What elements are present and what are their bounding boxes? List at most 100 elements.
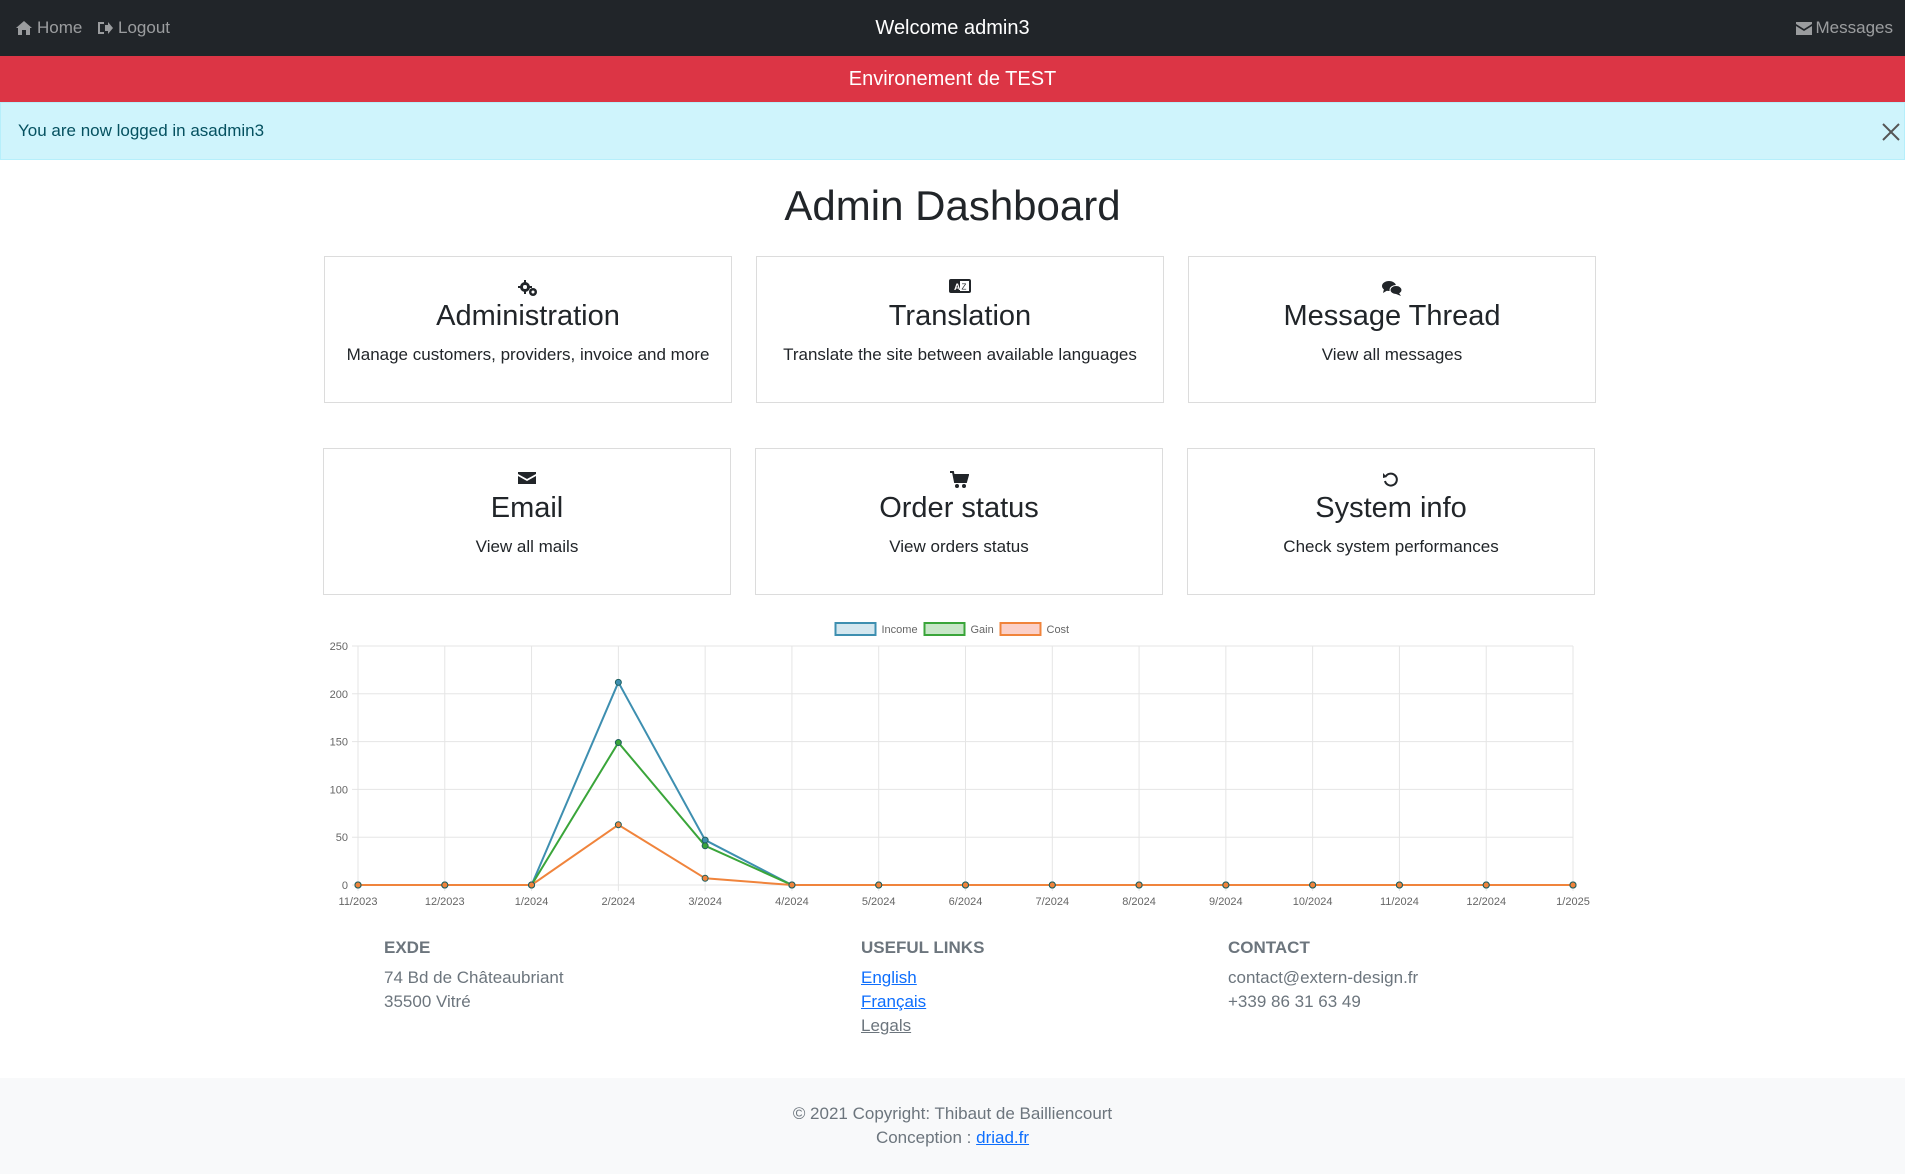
data-point-income: [614, 678, 622, 686]
footer-link-english[interactable]: English: [861, 968, 917, 987]
x-tick-label: 1/2025: [1556, 896, 1590, 908]
environment-banner: Environement de TEST: [0, 56, 1905, 102]
gears-icon: [325, 279, 731, 297]
x-tick-label: 4/2024: [775, 896, 809, 908]
footer-useful-links: USEFUL LINKS English Français Legals: [861, 936, 984, 1038]
nav-messages-label: Messages: [1815, 18, 1893, 37]
x-tick-label: 10/2024: [1293, 896, 1333, 908]
card-title: Order status: [879, 492, 1039, 524]
envelope-icon: [324, 471, 730, 489]
line-chart: 0 50 100 150 200 250 11/2023 12/2023 1/2024 2/202…: [316, 615, 1596, 915]
y-tick-label: 0: [342, 880, 348, 892]
copyright-bar: © 2021 Copyright: Thibaut de Bailliencou…: [0, 1078, 1905, 1174]
conception-link[interactable]: driad.fr: [976, 1128, 1030, 1147]
login-alert: You are now logged in asadmin3: [0, 102, 1905, 160]
data-point-cost: [528, 881, 536, 889]
x-tick-label: 11/2023: [339, 896, 378, 908]
home-icon: [16, 21, 32, 35]
card-title: Translation: [888, 300, 1032, 332]
history-icon: [1188, 471, 1594, 489]
page-title: Admin Dashboard: [784, 182, 1121, 229]
top-navbar: Home Logout Welcome admin3 Messages: [0, 0, 1905, 56]
data-point-cost: [875, 881, 883, 889]
nav-home-link[interactable]: Home: [15, 0, 82, 56]
data-point-cost: [354, 881, 362, 889]
x-tick-label: 2/2024: [602, 896, 636, 908]
data-point-cost: [1395, 881, 1403, 889]
footer-contact-email: contact@extern-design.fr: [1228, 968, 1419, 987]
card-text: Check system performances: [1283, 537, 1499, 556]
card-order-status[interactable]: Order status View orders status: [755, 448, 1163, 595]
x-tick-label: 8/2024: [1122, 896, 1156, 908]
data-point-cost: [1222, 881, 1230, 889]
x-tick-label: 7/2024: [1035, 896, 1069, 908]
data-point-cost: [1309, 881, 1317, 889]
close-icon[interactable]: [1880, 121, 1902, 143]
card-message-thread[interactable]: Message Thread View all messages: [1188, 256, 1596, 403]
footer-links-title: USEFUL LINKS: [861, 938, 985, 957]
nav-logout-label: Logout: [118, 18, 170, 37]
card-administration[interactable]: Administration Manage customers, provide…: [324, 256, 732, 403]
cart-icon: [756, 471, 1162, 489]
footer-contact: CONTACT contact@extern-design.fr +339 86…: [1228, 936, 1418, 1014]
data-point-gain: [701, 842, 709, 850]
card-text: Translate the site between available lan…: [783, 345, 1137, 364]
x-tick-label: 12/2024: [1466, 896, 1506, 908]
comments-icon: [1189, 279, 1595, 297]
legend-swatch-income: [834, 622, 877, 636]
data-point-cost: [701, 874, 709, 882]
legend-label-income: Income: [882, 624, 918, 636]
conception-line: Conception : driad.fr: [0, 1126, 1905, 1150]
nav-messages-link[interactable]: Messages: [1795, 0, 1893, 56]
nav-home-label: Home: [37, 18, 83, 37]
data-point-cost: [962, 881, 969, 889]
y-tick-label: 250: [330, 641, 348, 653]
footer-address-line2: 35500 Vitré: [384, 992, 471, 1011]
card-email[interactable]: Email View all mails: [323, 448, 731, 595]
y-tick-label: 100: [330, 784, 348, 796]
card-title: Administration: [436, 300, 620, 332]
conception-label: Conception :: [875, 1128, 972, 1147]
envelope-icon: [1795, 21, 1812, 35]
y-tick-label: 200: [330, 689, 348, 701]
legend-swatch-gain: [923, 622, 966, 636]
x-tick-label: 6/2024: [949, 896, 983, 908]
svg-text:A: A: [954, 282, 961, 292]
card-system-info[interactable]: System info Check system performances: [1187, 448, 1595, 595]
footer-company-title: EXDE: [384, 938, 431, 957]
data-point-cost: [1569, 881, 1577, 889]
x-tick-label: 3/2024: [688, 896, 722, 908]
legend-label-cost: Cost: [1047, 624, 1070, 636]
card-title: Message Thread: [1283, 300, 1501, 332]
x-tick-label: 1/2024: [515, 896, 549, 908]
data-point-cost: [788, 881, 796, 889]
sign-out-icon: [98, 22, 113, 34]
card-text: View all mails: [475, 537, 579, 556]
chart-svg: 0 50 100 150 200 250 11/2023 12/2023 1/2024 2/202…: [330, 622, 1590, 908]
welcome-title: Welcome admin3: [875, 17, 1030, 39]
alert-message: You are now logged in asadmin3: [18, 121, 265, 140]
data-point-cost: [1048, 881, 1056, 889]
data-point-cost: [614, 821, 622, 829]
data-point-cost: [1482, 881, 1490, 889]
data-point-cost: [1135, 881, 1143, 889]
x-tick-label: 12/2023: [425, 896, 465, 908]
card-text: Manage customers, providers, invoice and…: [346, 345, 710, 364]
data-point-gain: [614, 739, 622, 747]
footer-company: EXDE 74 Bd de Châteaubriant 35500 Vitré: [384, 936, 564, 1014]
footer-link-francais[interactable]: Français: [861, 992, 927, 1011]
x-tick-label: 9/2024: [1209, 896, 1243, 908]
footer-contact-phone: +339 86 31 63 49: [1228, 992, 1361, 1011]
y-tick-label: 150: [330, 737, 348, 749]
nav-logout-link[interactable]: Logout: [97, 0, 170, 56]
card-title: System info: [1315, 492, 1467, 524]
copyright-text: © 2021 Copyright: Thibaut de Bailliencou…: [792, 1104, 1113, 1123]
data-point-income: [701, 836, 709, 844]
data-point-cost: [441, 881, 449, 889]
x-tick-label: 11/2024: [1380, 896, 1419, 908]
card-text: View orders status: [889, 537, 1029, 556]
legend-swatch-cost: [999, 622, 1042, 636]
footer-link-legals[interactable]: Legals: [861, 1016, 912, 1035]
